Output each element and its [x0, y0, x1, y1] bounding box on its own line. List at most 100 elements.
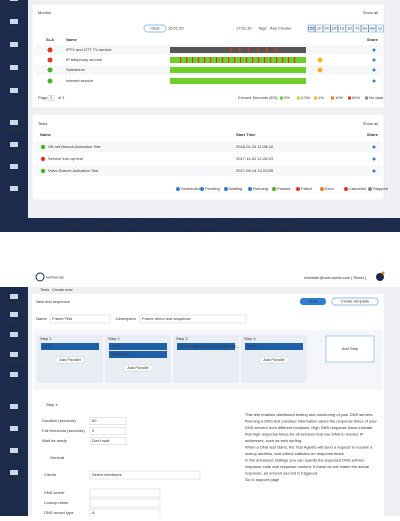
- range-label[interactable]: 6h: [324, 26, 328, 31]
- name-input: [49, 314, 111, 324]
- footer-link[interactable]: Contacts: [66, 222, 82, 227]
- test-name[interactable]: Volvo Branch Activation Test: [48, 168, 99, 173]
- sidebar-item[interactable]: Alarms: [8, 318, 20, 323]
- range-label[interactable]: 12h: [331, 26, 338, 31]
- row: [34, 166, 382, 176]
- footer-link[interactable]: Feedback: [99, 222, 117, 227]
- step-item-label[interactable]: Multi UDP: [111, 352, 129, 357]
- start-time: 2017-09-14 12:03:09: [236, 168, 274, 173]
- range-label[interactable]: 1h: [317, 26, 321, 31]
- start-label[interactable]: Start: [309, 299, 318, 304]
- field-value[interactable]: Don't wait: [92, 438, 110, 443]
- field-value[interactable]: Frame demo test sequence: [142, 316, 191, 321]
- legend-swatch: [331, 96, 334, 100]
- field-value[interactable]: Frame Test: [52, 316, 73, 321]
- range-button: [368, 24, 376, 33]
- sidebar-item[interactable]: Monitoring: [5, 358, 24, 363]
- clear-button-label[interactable]: Clear: [150, 26, 160, 31]
- panel-title: Monitor: [38, 10, 52, 15]
- footer-link[interactable]: Cookie Policy: [276, 222, 300, 227]
- step-item-label[interactable]: HTTP: [247, 344, 258, 349]
- add-step: [325, 335, 375, 363]
- legend-swatch: [348, 96, 351, 100]
- range-label[interactable]: 3d: [347, 26, 351, 31]
- row-name[interactable]: IP telephony service: [66, 57, 103, 62]
- history-tick: [198, 57, 200, 63]
- add-parallel-label[interactable]: Add Parallel: [263, 357, 285, 362]
- history-tick: [210, 57, 212, 63]
- add-parallel-label[interactable]: Add Parallel: [127, 365, 149, 370]
- step-item-label[interactable]: UDP: [43, 344, 52, 349]
- sidebar: [0, 0, 28, 218]
- share-icon: [372, 79, 376, 83]
- sidebar-item[interactable]: Dashboard: [4, 2, 24, 7]
- legend-icon: [320, 187, 324, 191]
- sidebar-item[interactable]: Alarms: [8, 25, 20, 30]
- share-icon: [372, 48, 376, 52]
- add-parallel: [55, 356, 85, 364]
- range-button: [376, 24, 384, 33]
- legend-icon: [224, 187, 228, 191]
- footer-link[interactable]: Terms & Conditions: [182, 222, 217, 227]
- step-item: [109, 351, 167, 358]
- row-name[interactable]: Internet service: [66, 78, 94, 83]
- row: [34, 142, 382, 152]
- help-link[interactable]: Go to support page: [245, 477, 280, 482]
- range-label[interactable]: 15m: [308, 26, 316, 31]
- page-of: of 1: [58, 95, 65, 100]
- footer-link[interactable]: Help: [128, 222, 137, 227]
- legend-label: Stopped: [373, 186, 388, 191]
- field-value[interactable]: Select interfaces: [92, 472, 122, 477]
- field-label: Duration (seconds): [42, 418, 76, 423]
- test-name[interactable]: Off-net Branch Activation Test: [48, 144, 101, 149]
- range-label[interactable]: 7d: [355, 26, 359, 31]
- sidebar-item[interactable]: Test Agents: [4, 126, 25, 131]
- footer-link[interactable]: Site Map: [150, 222, 167, 227]
- range-label[interactable]: 1d: [340, 26, 344, 31]
- test-name[interactable]: Service turn-up test: [48, 156, 84, 161]
- history-bar: [170, 47, 306, 53]
- time-from: 16:01:25: [168, 26, 184, 31]
- field-value[interactable]: A: [92, 510, 95, 515]
- sidebar-item[interactable]: Tests: [9, 48, 18, 53]
- creator-select[interactable]: Any Creator: [270, 26, 292, 31]
- legend-label: No data: [369, 95, 384, 100]
- breadcrumb: Create new: [52, 287, 73, 292]
- field-label: Lookup name: [44, 500, 69, 505]
- user-menu[interactable]: ebweber@netrounds.com | Reset |: [304, 275, 366, 280]
- sidebar-item[interactable]: Apps: [9, 378, 18, 383]
- show-all[interactable]: Show all: [363, 10, 378, 15]
- history-tick: [258, 57, 260, 63]
- sidebar-item[interactable]: Docs: [9, 454, 18, 459]
- add-parallel-label[interactable]: Add Parallel: [59, 357, 81, 362]
- field-label: Description: [116, 316, 136, 321]
- sidebar-item[interactable]: Tests: [9, 338, 18, 343]
- range-label[interactable]: 1y: [378, 26, 382, 31]
- legend-icon: [272, 187, 276, 191]
- breadcrumb[interactable]: Tests: [40, 287, 49, 292]
- sidebar-item[interactable]: Docs: [9, 170, 18, 175]
- field-value[interactable]: 60: [92, 418, 97, 423]
- row-name[interactable]: IPTV and OTT TV service: [66, 47, 112, 52]
- sidebar-item[interactable]: Quick start: [4, 476, 24, 481]
- step-item-label[interactable]: TCP: [111, 344, 119, 349]
- range-label[interactable]: 4w: [370, 26, 375, 31]
- row-name[interactable]: Salesforce: [66, 67, 86, 72]
- footer-link[interactable]: Privacy Statement: [233, 222, 266, 227]
- sidebar-item[interactable]: Account: [7, 432, 22, 437]
- show-all[interactable]: Show all: [363, 121, 378, 126]
- sidebar-item[interactable]: Dashboard: [4, 300, 24, 305]
- sidebar-item[interactable]: Monitoring: [5, 71, 24, 76]
- field-value[interactable]: 0: [92, 428, 95, 433]
- template-label[interactable]: Create template: [341, 299, 370, 304]
- add-parallel: [259, 356, 289, 364]
- range-label[interactable]: 1w: [362, 26, 367, 31]
- version: v2.33.2: [369, 222, 383, 227]
- sidebar-item[interactable]: Quick start: [4, 192, 24, 197]
- sidebar-item[interactable]: Test Agents: [4, 410, 25, 415]
- add-step-label[interactable]: Add Step: [342, 346, 359, 351]
- step-item-label[interactable]: CLI configuration test (collect ne...: [179, 344, 239, 349]
- field-label: Fail threshold (seconds): [42, 428, 85, 433]
- sidebar-item[interactable]: Account: [7, 148, 22, 153]
- sidebar-item[interactable]: Apps: [9, 94, 18, 99]
